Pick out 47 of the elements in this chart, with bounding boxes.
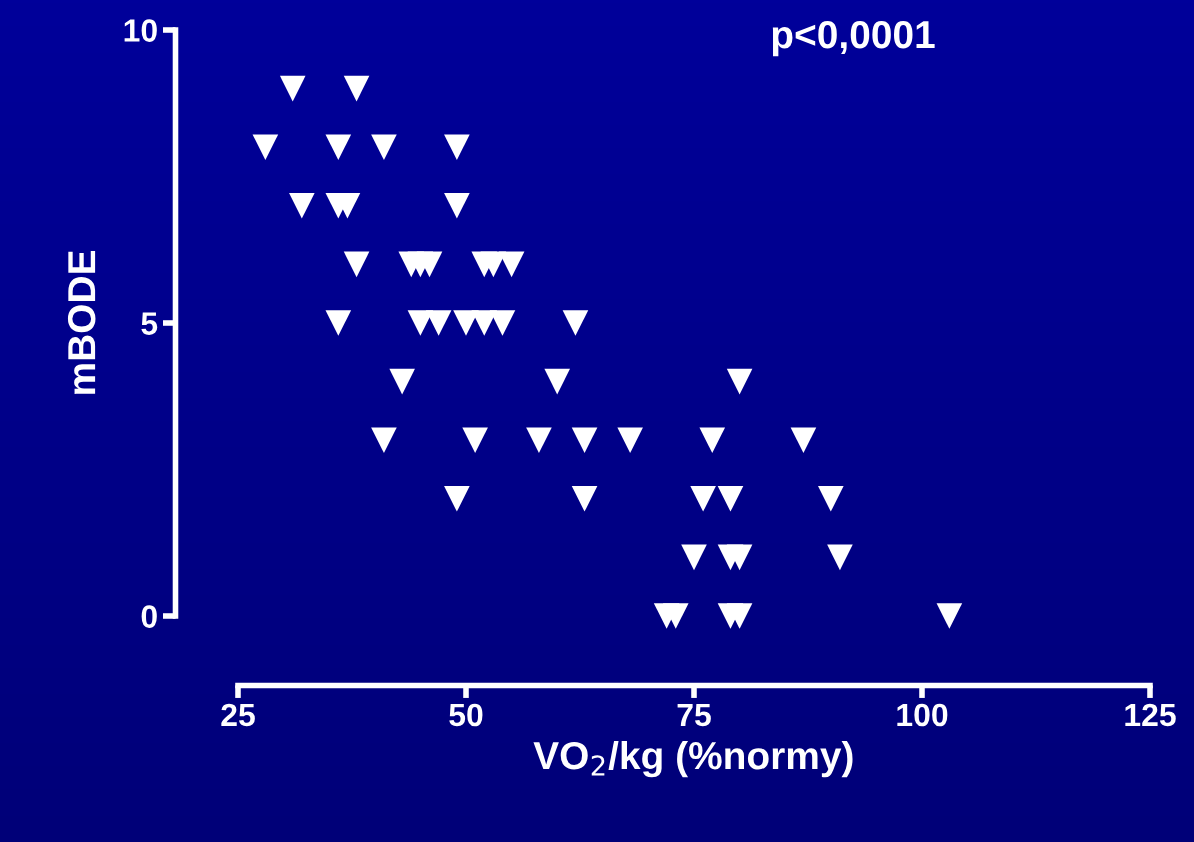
point [617, 427, 643, 453]
point [279, 75, 306, 102]
point [726, 368, 753, 395]
point [699, 427, 726, 453]
point [818, 486, 844, 512]
point [690, 486, 716, 512]
point [662, 603, 689, 629]
point [571, 486, 598, 512]
point [444, 134, 470, 160]
point [343, 251, 370, 278]
y-tick-label: 5 [141, 312, 158, 335]
point [526, 427, 552, 453]
point [416, 251, 443, 278]
annotation: p<0,0001 [772, 20, 935, 57]
point [498, 251, 525, 278]
point [726, 603, 753, 629]
point [489, 310, 516, 336]
point [681, 544, 707, 571]
point [827, 544, 853, 571]
point [717, 486, 744, 512]
point [544, 368, 570, 395]
point [343, 75, 370, 102]
y-axis-title: mBODE [67, 251, 96, 394]
x-tick-label: 75 [677, 703, 711, 727]
point [462, 427, 488, 453]
point [790, 427, 817, 453]
point [444, 193, 470, 219]
point [371, 427, 397, 453]
y-tick-label: 10 [124, 19, 157, 42]
point [252, 134, 279, 160]
point [325, 134, 352, 160]
point [571, 427, 598, 453]
point [425, 310, 452, 336]
x-tick-label: 100 [897, 703, 948, 727]
x-axis-title: VO$_{2}$/kg (%normy) [533, 740, 853, 778]
point [726, 544, 753, 571]
x-tick-label: 25 [221, 703, 255, 727]
point [289, 193, 315, 219]
point [371, 134, 397, 160]
point [936, 603, 963, 629]
point [444, 486, 470, 512]
x-tick-label: 50 [449, 703, 483, 727]
y-tick-label: 0 [141, 605, 157, 628]
point [562, 310, 589, 336]
point [325, 310, 352, 336]
x-tick-label: 125 [1125, 703, 1176, 727]
point [389, 368, 415, 395]
